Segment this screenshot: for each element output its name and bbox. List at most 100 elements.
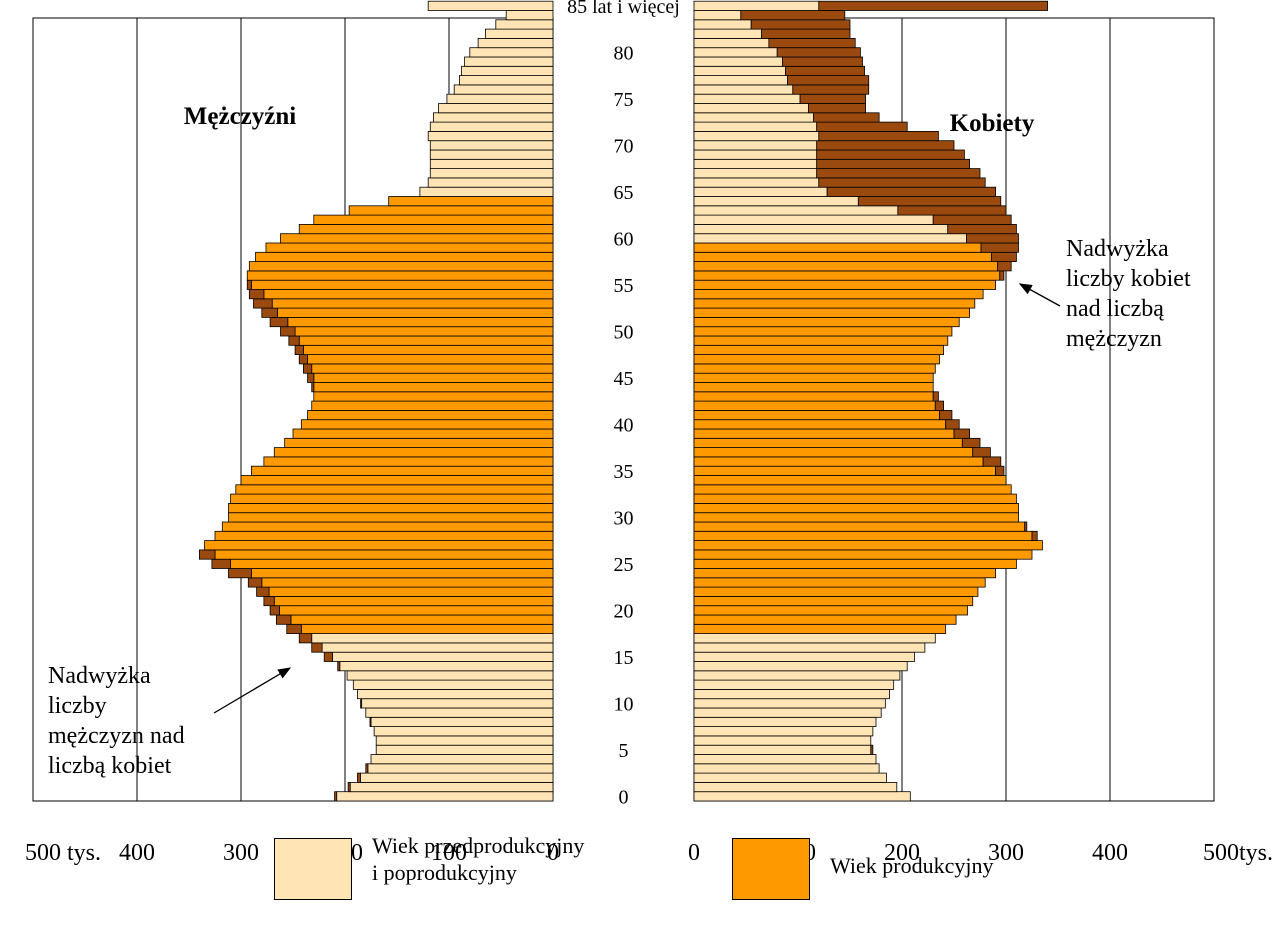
women-surplus-bar xyxy=(857,196,1002,207)
age-tick-label: 35 xyxy=(614,461,634,483)
men-bar xyxy=(271,298,554,309)
women-bar xyxy=(693,19,752,30)
men-bar xyxy=(230,493,554,504)
men-surplus-bar xyxy=(211,558,232,569)
men-surplus-bar xyxy=(294,344,304,355)
men-surplus-bar xyxy=(369,716,372,727)
age-tick-label: 55 xyxy=(614,275,634,297)
men-bar xyxy=(307,354,554,365)
women-surplus-bar xyxy=(776,47,861,58)
women-bar xyxy=(693,791,911,802)
age-tick-label: 20 xyxy=(614,600,634,622)
men-bar xyxy=(280,233,554,244)
age-tick-label: 85 lat i więcej xyxy=(567,0,680,18)
women-bar xyxy=(693,726,874,737)
men-bar xyxy=(292,428,554,439)
women-bar xyxy=(693,586,979,597)
men-bar xyxy=(453,84,554,95)
men-surplus-bar xyxy=(247,577,263,588)
women-bar xyxy=(693,530,1033,541)
men-surplus-bar xyxy=(347,782,351,793)
age-tick-label: 25 xyxy=(614,554,634,576)
men-surplus-bar xyxy=(334,791,338,802)
men-bar xyxy=(273,596,554,607)
women-surplus-bar xyxy=(966,233,1019,244)
women-bar xyxy=(693,38,770,49)
women-surplus-bar xyxy=(947,223,1017,235)
women-bar xyxy=(693,633,936,644)
women-bar xyxy=(693,549,1033,560)
age-tick-label: 0 xyxy=(619,786,629,808)
men-surplus-annotation-line: liczbą kobiet xyxy=(48,753,172,779)
women-surplus-bar xyxy=(897,205,1007,216)
men-bar xyxy=(313,391,554,402)
men-bar xyxy=(352,679,554,690)
men-bar xyxy=(505,10,554,21)
women-bar xyxy=(693,475,1007,486)
men-bar xyxy=(268,586,554,597)
x-tick-label-left: 400 xyxy=(119,840,155,866)
women-bar xyxy=(693,344,945,355)
age-tick-label: 75 xyxy=(614,89,634,111)
men-bar xyxy=(221,521,554,532)
men-bar xyxy=(373,726,554,737)
women-bar xyxy=(693,596,974,607)
men-bar xyxy=(263,289,554,300)
men-surplus-annotation-line: Nadwyżka xyxy=(48,663,151,689)
women-surplus-bar xyxy=(818,0,1048,11)
women-bar xyxy=(693,409,940,421)
men-surplus-bar xyxy=(286,623,302,634)
women-bar xyxy=(693,214,934,225)
men-bar xyxy=(429,140,554,151)
women-bar xyxy=(693,47,778,58)
age-tick-label: 70 xyxy=(614,135,634,157)
women-bar xyxy=(693,28,762,39)
men-bar xyxy=(348,205,554,216)
women-bar xyxy=(693,382,934,393)
men-bar xyxy=(370,754,554,765)
men-bar xyxy=(313,372,554,383)
women-surplus-bar xyxy=(816,121,908,132)
men-surplus-bar xyxy=(311,382,315,393)
men-bar xyxy=(204,540,554,551)
men-bar xyxy=(429,158,554,170)
women-bar xyxy=(693,205,899,216)
men-bar xyxy=(321,642,554,653)
women-bar xyxy=(693,465,997,476)
men-bar xyxy=(438,103,554,114)
women-bar xyxy=(693,93,801,104)
men-bar xyxy=(240,475,554,486)
men-surplus-bar xyxy=(298,354,308,365)
women-surplus-bar xyxy=(961,437,981,448)
men-bar xyxy=(313,214,554,225)
women-bar xyxy=(693,130,820,142)
age-tick-label: 5 xyxy=(619,740,629,762)
women-bar xyxy=(693,279,997,290)
women-bar xyxy=(693,484,1012,495)
men-surplus-bar xyxy=(269,605,280,616)
men-bar xyxy=(477,38,554,49)
women-bar xyxy=(693,326,953,337)
women-surplus-bar xyxy=(816,140,955,151)
women-bar xyxy=(693,698,886,709)
x-tick-label-left: 300 xyxy=(223,840,259,866)
women-bar xyxy=(693,772,887,783)
x-tick-label-right: 400 xyxy=(1092,840,1128,866)
men-bar xyxy=(361,698,554,709)
women-surplus-bar xyxy=(982,456,1002,467)
women-bar xyxy=(693,298,976,309)
men-bar xyxy=(228,512,554,523)
women-bar xyxy=(693,428,955,439)
age-tick-label: 45 xyxy=(614,368,634,390)
women-bar xyxy=(693,400,936,411)
women-bar xyxy=(693,186,828,197)
men-bar xyxy=(432,112,554,123)
women-surplus-bar xyxy=(792,84,870,95)
men-bar xyxy=(276,307,554,318)
men-bar xyxy=(311,363,554,374)
women-bar xyxy=(693,149,818,160)
women-bar xyxy=(693,103,809,114)
men-bar xyxy=(214,549,554,560)
women-bar xyxy=(693,233,967,244)
women-bar xyxy=(693,716,877,727)
